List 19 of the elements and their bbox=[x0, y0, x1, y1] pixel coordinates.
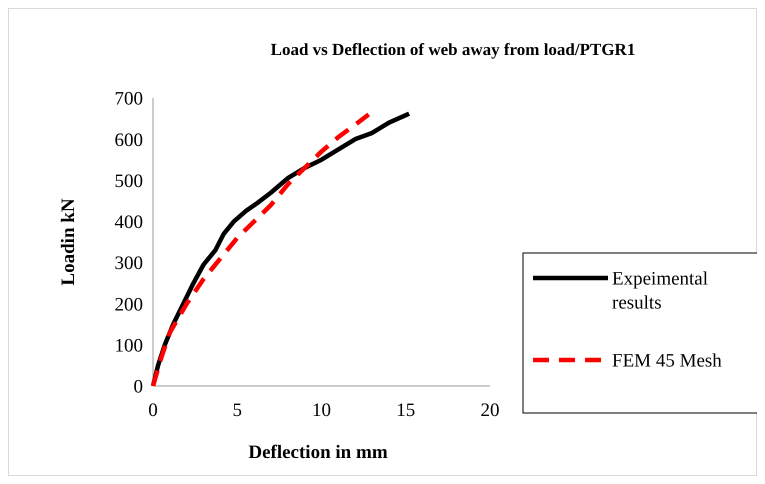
y-axis-title: Loadin kN bbox=[58, 198, 79, 286]
y-tick-label: 200 bbox=[114, 294, 143, 316]
x-tick-label: 5 bbox=[232, 400, 242, 421]
line-series bbox=[150, 112, 371, 388]
y-tick-label: 700 bbox=[114, 88, 143, 110]
x-tick-label: 10 bbox=[312, 400, 331, 421]
y-tick-label: 0 bbox=[134, 376, 143, 398]
y-tick-label: 300 bbox=[114, 253, 143, 274]
y-tick-label: 100 bbox=[114, 336, 143, 357]
x-axis-title: Deflection in mm bbox=[248, 442, 388, 463]
x-tick-label: 20 bbox=[480, 400, 500, 421]
legend-label: Expeimental results bbox=[612, 268, 708, 314]
y-tick-label: 600 bbox=[114, 130, 143, 151]
x-tick-label: 0 bbox=[148, 400, 158, 421]
y-tick-label: 400 bbox=[114, 212, 143, 234]
x-tick-label: 15 bbox=[396, 400, 416, 421]
chart-title: Load vs Deflection of web away from load/PTGR1 bbox=[270, 40, 636, 59]
y-tick-label: 500 bbox=[114, 170, 143, 192]
legend-label: FEM 45 Mesh bbox=[612, 350, 722, 372]
